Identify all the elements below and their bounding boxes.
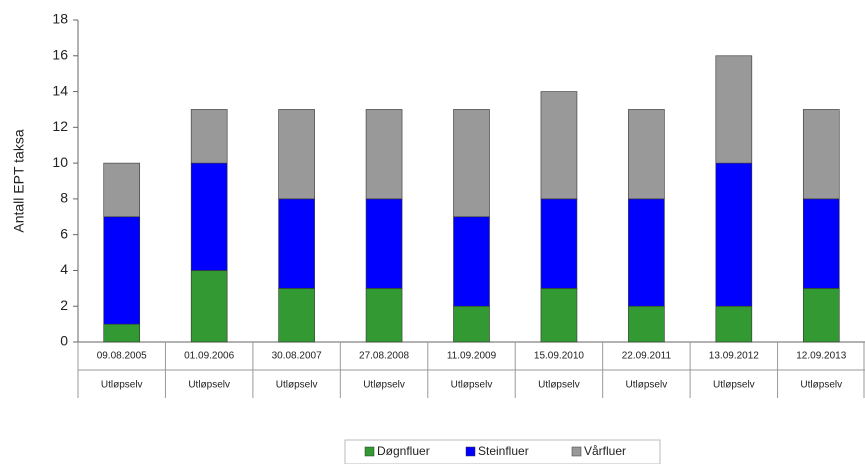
bar-segment — [715, 305, 753, 343]
legend-swatch — [364, 446, 375, 457]
x-subcategory-label: Utløpselv — [276, 380, 318, 391]
bar-segment — [365, 288, 403, 343]
bar-segment — [540, 288, 578, 343]
x-tick-label: 01.09.2006 — [184, 351, 234, 362]
x-subcategory-label: Utløpselv — [800, 380, 842, 391]
bar-segment — [103, 216, 141, 325]
bar-segment — [802, 198, 840, 289]
bar-segment — [278, 288, 315, 343]
x-tick-label: 30.08.2007 — [272, 351, 322, 362]
bar-segment — [278, 198, 315, 289]
bar-segment — [453, 109, 490, 218]
y-axis-label: Antall EPT taksa — [11, 129, 27, 232]
x-tick-label: 22.09.2011 — [622, 351, 672, 362]
bar-segment — [365, 109, 403, 200]
x-subcategory-label: Utløpselv — [713, 380, 755, 391]
bar-segment — [103, 162, 141, 218]
y-tick-label: 14 — [52, 82, 68, 98]
bar-segment — [190, 109, 228, 164]
legend-label: Vårfluer — [584, 444, 626, 458]
legend-label: Døgnfluer — [377, 444, 430, 458]
y-tick-label: 4 — [60, 261, 68, 277]
bar-segment — [540, 198, 578, 289]
bar-segment — [802, 109, 840, 200]
x-subcategory-label: Utløpselv — [538, 380, 580, 391]
y-tick-label: 6 — [60, 225, 68, 241]
bar-segment — [365, 198, 403, 289]
bar-segment — [190, 162, 228, 271]
x-subcategory-label: Utløpselv — [101, 380, 143, 391]
y-tick-label: 2 — [60, 297, 68, 313]
x-subcategory-label: Utløpselv — [363, 380, 405, 391]
legend-box — [344, 439, 661, 464]
x-subcategory-label: Utløpselv — [451, 380, 493, 391]
y-tick-label: 10 — [52, 154, 68, 170]
bar-segment — [628, 109, 665, 200]
bar-segment — [278, 109, 315, 200]
y-tick-label: 12 — [52, 118, 68, 134]
bar-segment — [628, 198, 665, 307]
bar-segment — [453, 305, 490, 343]
x-tick-label: 11.09.2009 — [447, 351, 497, 362]
bar-segment — [453, 216, 490, 307]
x-tick-label: 13.09.2012 — [709, 351, 759, 362]
legend-label: Steinfluer — [478, 444, 529, 458]
legend-swatch — [571, 446, 582, 457]
bar-segment — [715, 162, 753, 307]
x-tick-label: 27.08.2008 — [359, 351, 409, 362]
x-subcategory-label: Utløpselv — [188, 380, 230, 391]
x-tick-label: 12.09.2013 — [796, 351, 846, 362]
bar-segment — [715, 55, 753, 164]
y-tick-label: 0 — [60, 333, 68, 349]
y-tick-label: 16 — [52, 46, 68, 62]
bar-segment — [802, 288, 840, 343]
bar-segment — [190, 270, 228, 343]
x-tick-label: 15.09.2010 — [534, 351, 584, 362]
bar-segment — [540, 91, 578, 200]
legend-swatch — [465, 446, 476, 457]
y-tick-label: 18 — [52, 11, 68, 27]
x-tick-label: 09.08.2005 — [97, 351, 147, 362]
bar-segment — [103, 323, 141, 343]
bar-segment — [628, 305, 665, 343]
x-subcategory-label: Utløpselv — [626, 380, 668, 391]
y-tick-label: 8 — [60, 190, 68, 206]
